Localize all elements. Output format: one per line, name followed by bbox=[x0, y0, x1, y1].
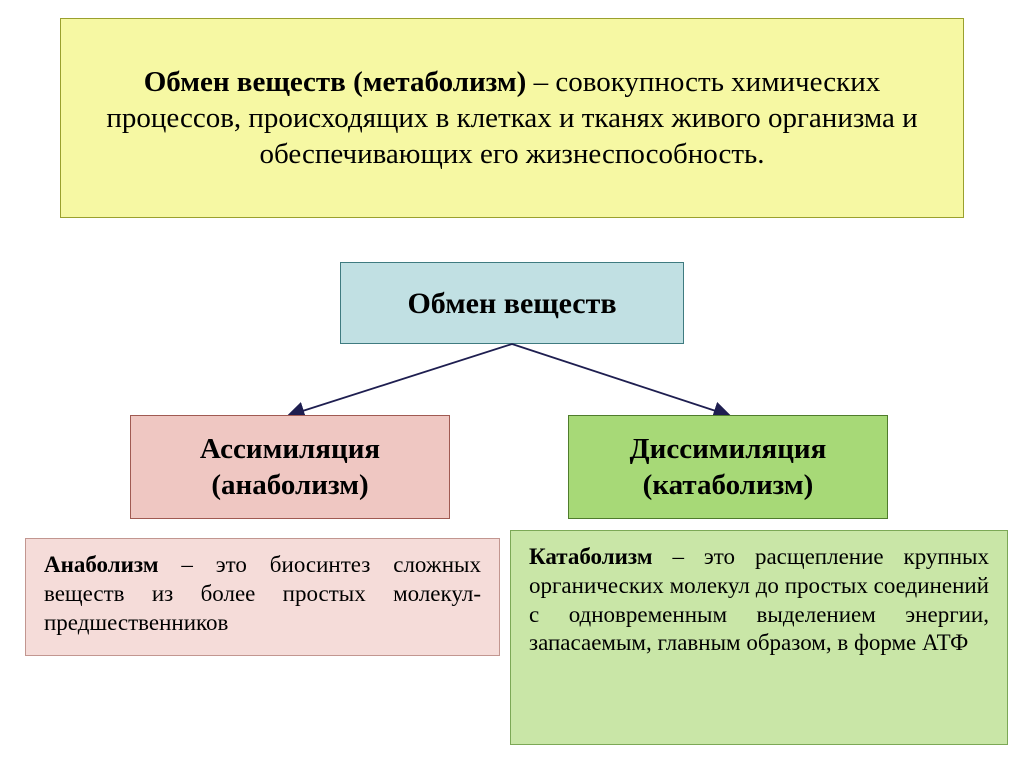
catabolism-description-box: Катаболизм – это расщепление крупных орг… bbox=[510, 530, 1008, 745]
top-definition-text: Обмен веществ (метаболизм) – совокупност… bbox=[89, 64, 935, 173]
dissimilation-label-line1: Диссимиляция bbox=[577, 431, 879, 467]
assimilation-label-line2: (анаболизм) bbox=[139, 467, 441, 503]
dissimilation-box: Диссимиляция (катаболизм) bbox=[568, 415, 888, 519]
anabolism-description-box: Анаболизм – это биосинтез сложных вещест… bbox=[25, 538, 500, 656]
catabolism-description-bold: Катаболизм bbox=[529, 544, 653, 569]
top-definition-box: Обмен веществ (метаболизм) – совокупност… bbox=[60, 18, 964, 218]
metabolism-parent-label: Обмен веществ bbox=[407, 287, 616, 320]
top-definition-bold: Обмен веществ (метаболизм) bbox=[144, 66, 527, 98]
anabolism-description-bold: Анаболизм bbox=[44, 552, 159, 577]
dissimilation-label-line2: (катаболизм) bbox=[577, 467, 879, 503]
connector-left bbox=[290, 344, 512, 415]
connector-right bbox=[512, 344, 728, 415]
metabolism-parent-box: Обмен веществ bbox=[340, 262, 684, 344]
assimilation-label-line1: Ассимиляция bbox=[139, 431, 441, 467]
diagram-container: Обмен веществ (метаболизм) – совокупност… bbox=[0, 0, 1024, 768]
assimilation-box: Ассимиляция (анаболизм) bbox=[130, 415, 450, 519]
